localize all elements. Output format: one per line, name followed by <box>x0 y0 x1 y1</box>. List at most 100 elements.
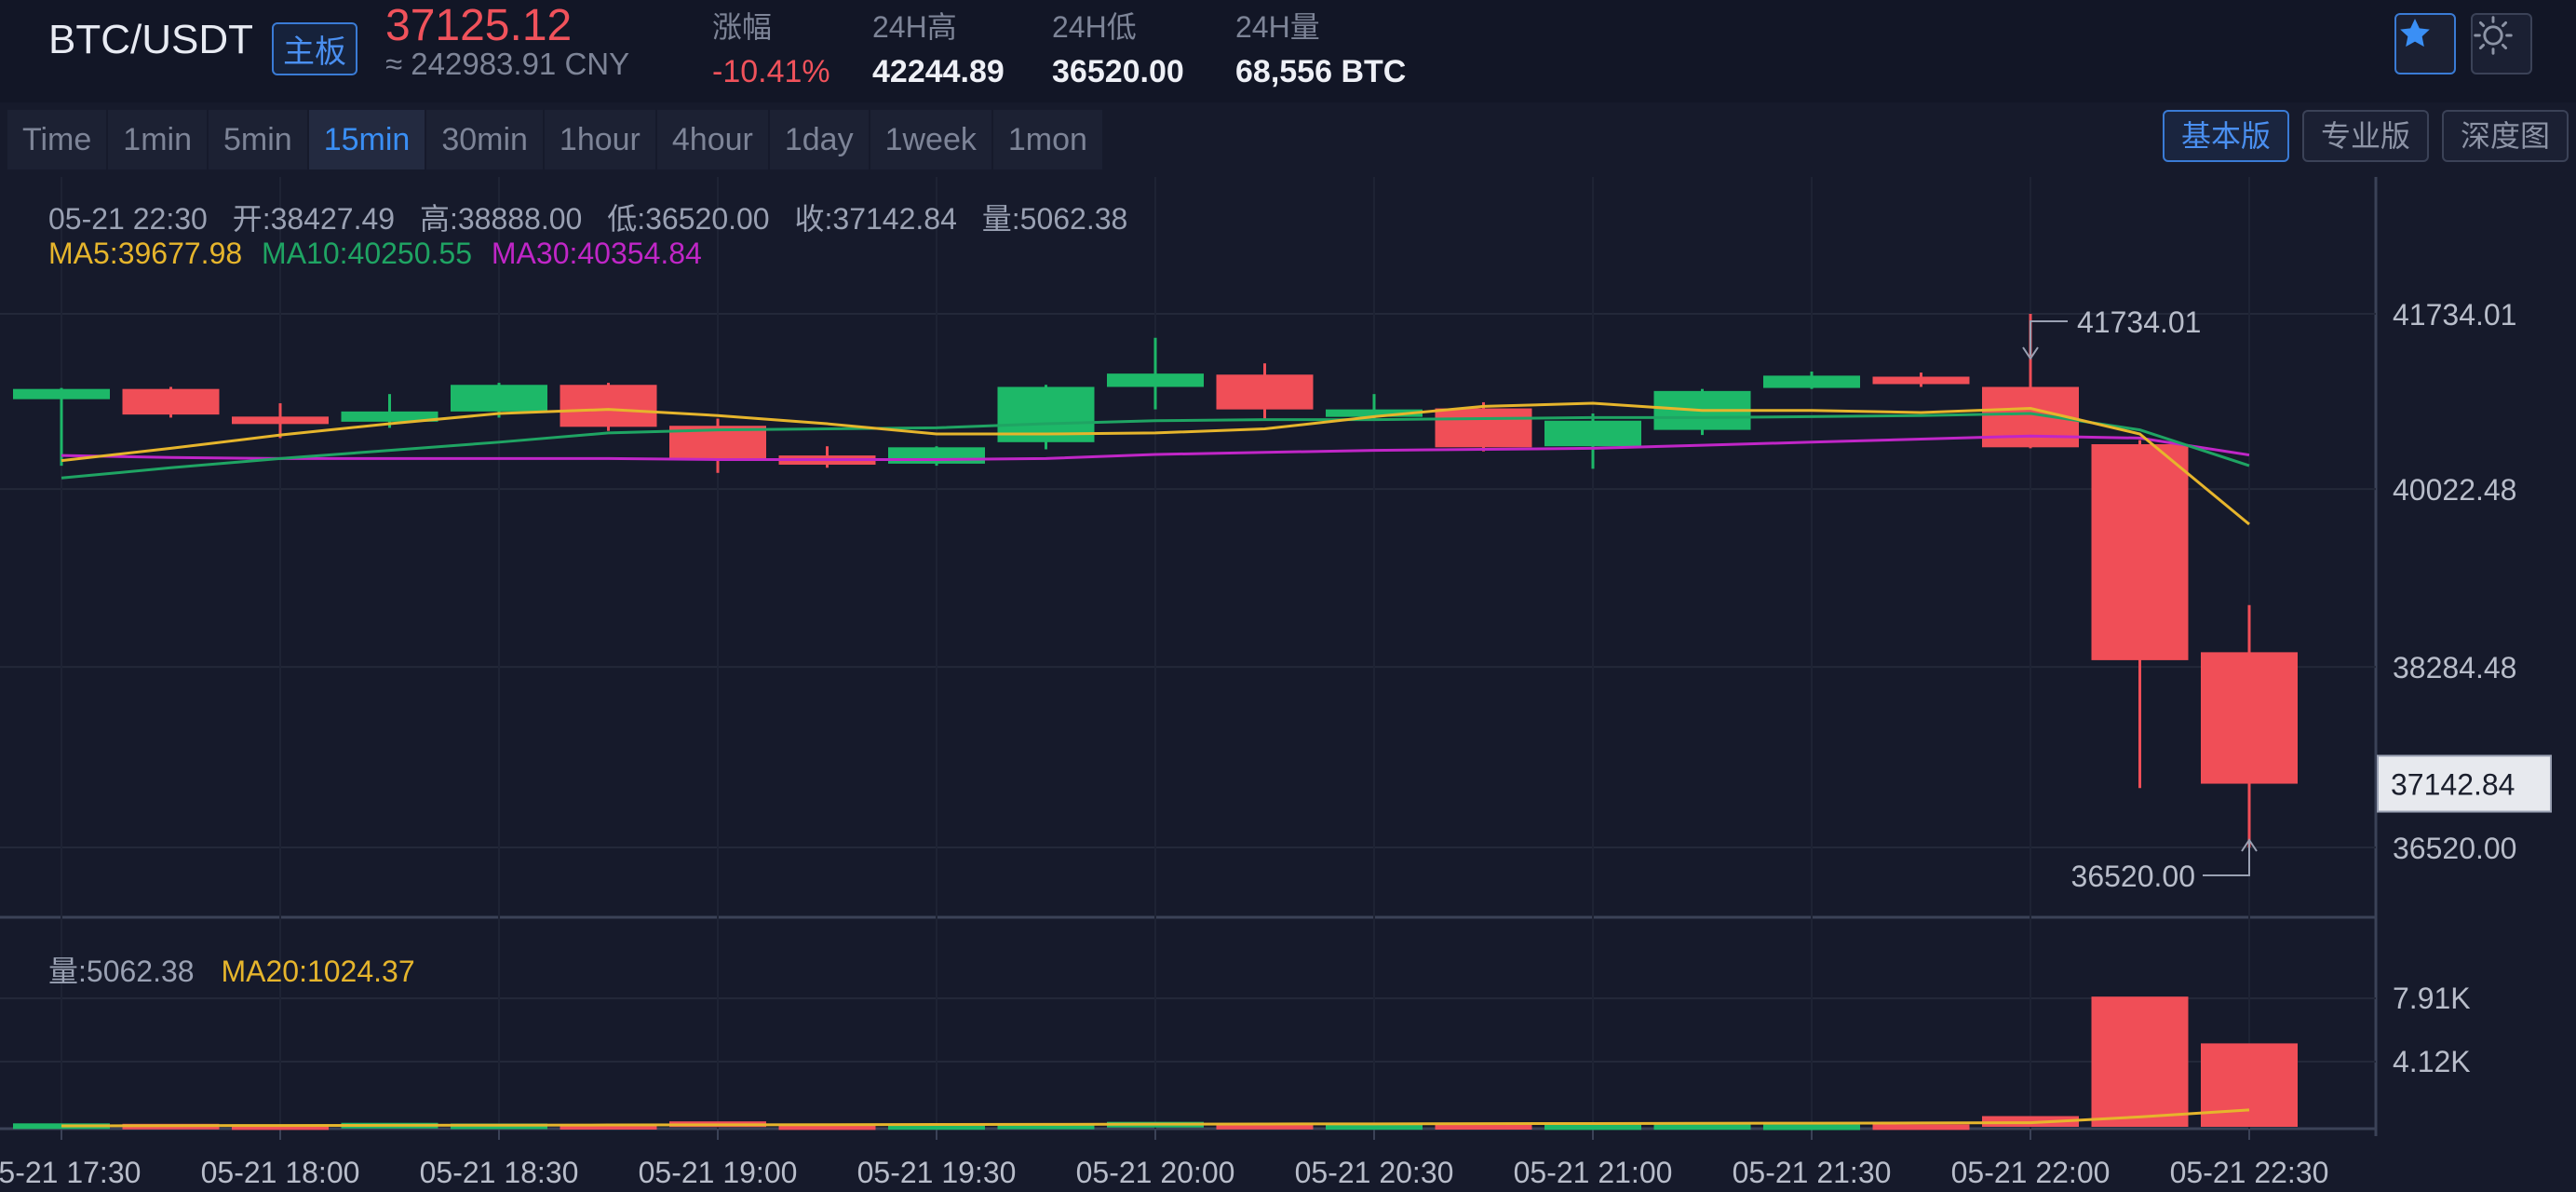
min-marker-line <box>2203 840 2250 876</box>
time-tick-label: 05-21 19:30 <box>857 1156 1017 1189</box>
time-tick-label: 05-21 21:00 <box>1514 1156 1673 1189</box>
info-open: 开:38427.49 <box>232 202 396 236</box>
price-tick-label: 36520.00 <box>2393 832 2516 865</box>
volume-bar <box>778 1124 876 1131</box>
candle-body <box>1216 374 1314 410</box>
stat-24h-volume: 24H量 68,556 BTC <box>1235 4 1406 90</box>
info-close: 收:37142.84 <box>794 202 957 236</box>
volume-bar <box>232 1124 329 1131</box>
theme-toggle-button[interactable] <box>2471 13 2532 74</box>
ma10-line <box>61 412 2250 480</box>
candle-body <box>1107 373 1204 387</box>
pair-title[interactable]: BTC/USDT <box>48 17 253 62</box>
volume-bar <box>1544 1124 1641 1131</box>
vol-ma20-line <box>61 1108 2250 1128</box>
info-ma5: MA5:39677.98 <box>48 237 243 270</box>
star-icon <box>2400 19 2430 47</box>
ma5-line <box>61 401 2250 526</box>
info-vol-ma20: MA20:1024.37 <box>221 955 415 988</box>
candle-body <box>13 388 110 400</box>
candle-body <box>888 447 985 464</box>
current-price-label: 37142.84 <box>2391 768 2515 802</box>
tab-1min[interactable]: 1min <box>108 110 207 169</box>
candle-body <box>2201 652 2298 784</box>
tab-1week[interactable]: 1week <box>870 110 991 169</box>
period-tabs: Time 1min 5min 15min 30min 1hour 4hour 1… <box>7 110 1104 169</box>
time-tick-label: 05-21 18:00 <box>201 1156 360 1189</box>
time-tick-label: 05-21 21:30 <box>1733 1156 1892 1189</box>
ma30-line <box>61 434 2250 461</box>
pro-view-button[interactable]: 专业版 <box>2301 110 2429 162</box>
ohlc-info: 05-21 22:30 开:38427.49 高:38888.00 低:3652… <box>48 196 1144 238</box>
info-ma30: MA30:40354.84 <box>491 237 702 270</box>
time-tick-label: 05-21 20:30 <box>1295 1156 1454 1189</box>
time-tick-label: 05-21 22:30 <box>2170 1156 2329 1189</box>
max-marker-line <box>2030 320 2068 356</box>
last-price: 37125.12 <box>385 1 573 50</box>
volume-bar <box>1763 1124 1860 1131</box>
volume-bar <box>13 1123 110 1130</box>
favorite-button[interactable] <box>2394 13 2456 74</box>
candle-body <box>122 388 220 415</box>
time-tick-label: 05-21 22:00 <box>1951 1156 2111 1189</box>
candle-body <box>1872 376 1970 385</box>
kline-chart-svg[interactable]: 41734.01 40022.48 38284.48 36520.00 7.91K 4.1… <box>0 177 2576 1192</box>
volume-bar <box>1326 1124 1423 1131</box>
view-switcher: 基本版 专业版 深度图 <box>2150 110 2569 162</box>
depth-chart-button[interactable]: 深度图 <box>2441 110 2569 162</box>
candle-body <box>560 385 657 427</box>
tab-5min[interactable]: 5min <box>209 110 307 169</box>
stat-24h-low: 24H低 36520.00 <box>1052 4 1184 90</box>
tab-1day[interactable]: 1day <box>769 110 869 169</box>
board-badge: 主板 <box>272 22 357 75</box>
tab-1hour[interactable]: 1hour <box>544 110 655 169</box>
cny-price: ≈ 242983.91 CNY <box>385 47 630 81</box>
tab-4hour[interactable]: 4hour <box>656 110 768 169</box>
stat-label: 24H高 <box>872 10 957 44</box>
tab-30min[interactable]: 30min <box>426 110 543 169</box>
max-marker-label: 41734.01 <box>2077 305 2201 339</box>
candle-body <box>341 411 438 422</box>
tab-15min[interactable]: 15min <box>308 110 425 169</box>
info-volume: 量:5062.38 <box>981 202 1128 236</box>
basic-view-button[interactable]: 基本版 <box>2162 110 2289 162</box>
volume-tick-label: 7.91K <box>2393 982 2471 1015</box>
info-high: 高:38888.00 <box>419 202 583 236</box>
volume-bar <box>997 1123 1095 1130</box>
volume-bar <box>1216 1123 1314 1130</box>
candle-body <box>1435 408 1532 448</box>
max-marker-arrow <box>2022 346 2039 360</box>
volume-bar <box>2201 1043 2298 1127</box>
stat-change: 涨幅 -10.41% <box>712 4 830 90</box>
volume-bar <box>2091 996 2189 1127</box>
price-tick-label: 40022.48 <box>2393 473 2516 507</box>
ticker-header: BTC/USDT 主板 37125.12 ≈ 242983.91 CNY 涨幅 … <box>0 0 2576 102</box>
info-vol: 量:5062.38 <box>48 955 195 988</box>
time-tick-label: 05-21 20:00 <box>1076 1156 1235 1189</box>
stat-label: 24H低 <box>1052 10 1137 44</box>
time-tick-label: 05-21 18:30 <box>420 1156 579 1189</box>
stat-label: 涨幅 <box>712 10 773 44</box>
stat-24h-high: 24H高 42244.89 <box>872 4 1005 90</box>
candle-body <box>1763 375 1860 388</box>
volume-bar <box>560 1123 657 1130</box>
info-time: 05-21 22:30 <box>48 202 208 236</box>
volume-bar <box>1872 1124 1970 1131</box>
tab-1mon[interactable]: 1mon <box>992 110 1102 169</box>
sun-icon <box>2474 16 2513 55</box>
volume-info: 量:5062.38 MA20:1024.37 <box>48 948 432 991</box>
kline-chart[interactable]: 41734.01 40022.48 38284.48 36520.00 7.91K 4.1… <box>0 177 2576 1192</box>
stat-value: -10.41% <box>712 54 830 89</box>
volume-bar <box>888 1124 985 1131</box>
min-marker-label: 36520.00 <box>2071 860 2195 893</box>
volume-bar <box>1653 1124 1751 1131</box>
stat-value: 42244.89 <box>872 54 1005 89</box>
candle-body <box>2091 444 2189 660</box>
info-ma10: MA10:40250.55 <box>262 237 472 270</box>
time-tick-label: 05-21 17:30 <box>0 1156 141 1189</box>
stat-label: 24H量 <box>1235 10 1320 44</box>
info-low: 低:36520.00 <box>607 202 770 236</box>
tab-time[interactable]: Time <box>7 110 107 169</box>
price-tick-label: 41734.01 <box>2393 298 2516 332</box>
stat-value: 68,556 BTC <box>1235 54 1407 89</box>
